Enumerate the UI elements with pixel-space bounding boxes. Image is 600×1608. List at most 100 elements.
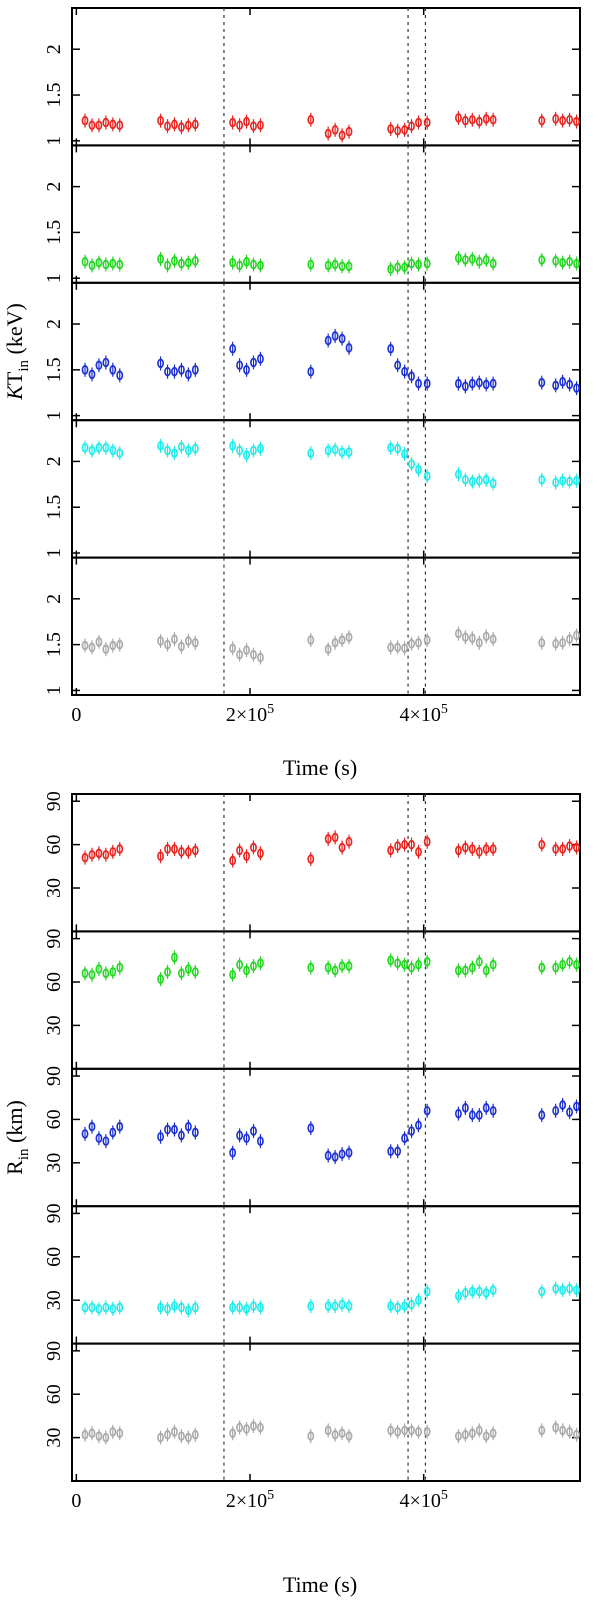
data-point xyxy=(95,360,103,371)
data-point xyxy=(566,841,573,851)
data-point xyxy=(324,1425,332,1436)
data-point xyxy=(559,959,567,970)
data-point xyxy=(236,445,243,456)
data-point xyxy=(468,962,476,973)
data-point xyxy=(243,256,250,267)
data-point xyxy=(331,1429,339,1440)
data-point xyxy=(307,1123,315,1133)
data-point xyxy=(81,1302,89,1313)
data-point xyxy=(415,637,422,648)
data-point xyxy=(408,121,415,131)
data-point xyxy=(489,478,497,489)
data-point xyxy=(184,636,192,646)
panel-frame xyxy=(71,793,581,933)
panel-frame xyxy=(71,281,581,422)
data-point xyxy=(243,116,250,127)
panel-frame xyxy=(71,7,581,147)
y-tick-label: 2 xyxy=(43,456,65,466)
data-point xyxy=(331,444,339,455)
panel-2: 11.52 xyxy=(43,144,581,284)
x-tick-label: 2×105 xyxy=(226,1488,274,1512)
data-point xyxy=(415,1120,422,1131)
y-tick-label: 90 xyxy=(43,929,65,949)
data-point xyxy=(257,260,264,271)
panel-5: 11.52 xyxy=(43,556,581,696)
panel-4: 11.52 xyxy=(43,419,581,559)
data-point xyxy=(184,1305,192,1316)
data-point xyxy=(552,380,560,391)
panel-frame xyxy=(71,1067,581,1208)
data-point xyxy=(401,366,408,377)
data-point xyxy=(324,335,332,346)
data-point xyxy=(387,955,395,966)
data-point xyxy=(538,115,546,126)
data-point xyxy=(408,1299,415,1310)
data-point xyxy=(178,1302,185,1313)
data-point xyxy=(324,834,332,844)
data-point xyxy=(338,1428,346,1439)
data-point xyxy=(408,962,415,973)
panel-5: 30 60 90 xyxy=(43,1341,581,1482)
data-point xyxy=(552,114,560,124)
data-point xyxy=(552,962,560,973)
data-point xyxy=(157,1302,164,1313)
data-point xyxy=(538,1425,546,1436)
data-point xyxy=(423,635,431,645)
data-point xyxy=(475,475,483,486)
data-point xyxy=(171,448,178,458)
data-point xyxy=(552,638,560,649)
data-point xyxy=(331,832,339,843)
data-point xyxy=(164,1304,171,1314)
data-point xyxy=(191,845,199,856)
data-point xyxy=(423,1427,431,1437)
data-point xyxy=(257,848,264,859)
data-point xyxy=(116,1121,124,1132)
data-point xyxy=(191,967,199,977)
data-point xyxy=(461,381,469,392)
data-point xyxy=(538,839,546,850)
data-point xyxy=(243,1424,250,1434)
data-point xyxy=(489,1105,497,1116)
data-point xyxy=(423,378,431,389)
y-tick-label: 30 xyxy=(43,1290,65,1310)
data-point xyxy=(178,365,185,375)
data-point xyxy=(415,117,422,128)
data-point xyxy=(338,961,346,971)
data-point xyxy=(455,378,462,389)
y-tick-label: 90 xyxy=(43,791,65,811)
data-point xyxy=(475,847,483,857)
data-point xyxy=(184,847,192,857)
x-tick-label: 4×105 xyxy=(400,1488,448,1512)
data-point xyxy=(164,967,171,977)
data-point xyxy=(415,1295,422,1306)
data-point xyxy=(387,1146,395,1157)
data-point xyxy=(338,261,346,272)
data-point xyxy=(455,845,462,856)
data-point xyxy=(408,839,415,850)
data-point xyxy=(88,1121,96,1132)
data-point xyxy=(324,128,332,139)
data-point xyxy=(229,1428,237,1439)
data-point xyxy=(178,122,185,132)
data-point xyxy=(394,360,402,371)
data-point xyxy=(102,849,110,860)
data-point xyxy=(455,253,462,263)
data-point xyxy=(95,1431,103,1441)
data-point xyxy=(81,365,89,375)
data-point xyxy=(109,1127,117,1138)
data-point xyxy=(88,120,96,131)
data-point xyxy=(394,1146,402,1157)
data-point xyxy=(95,964,103,974)
data-point xyxy=(475,116,483,127)
data-point xyxy=(95,442,103,453)
data-point xyxy=(559,257,567,268)
data-point xyxy=(307,1431,315,1441)
data-point xyxy=(408,1425,415,1436)
data-point xyxy=(559,376,567,387)
data-point xyxy=(250,259,257,270)
data-point xyxy=(423,117,431,128)
x-tick-label: 0 xyxy=(71,1490,81,1512)
data-point xyxy=(566,379,573,390)
data-point xyxy=(88,260,96,271)
